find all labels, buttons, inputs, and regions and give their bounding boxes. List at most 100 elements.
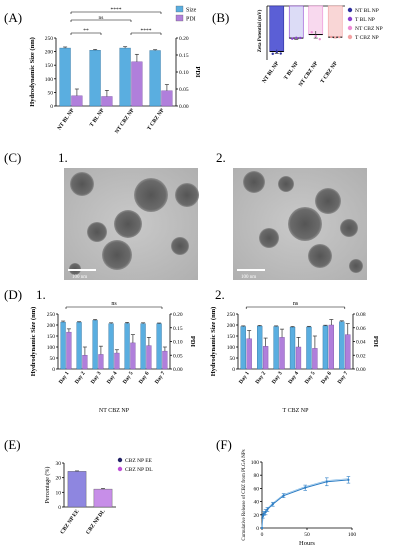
chart-b-legend-marker <box>347 34 353 40</box>
panel-label-d2: 2. <box>215 287 225 302</box>
panel-label-a: (A) <box>4 10 22 25</box>
chart-f-data-point <box>325 480 328 483</box>
chart-a-y2-tick-label: 0.20 <box>179 36 189 42</box>
chart-e-category-label: CBZ NP EE <box>59 508 80 535</box>
chart-b-legend-marker <box>347 7 353 13</box>
panel-label-c1: 1. <box>58 150 68 165</box>
chart-d1-y-tick-label: 0 <box>52 367 55 373</box>
chart-a-y-tick-label: 150 <box>45 63 54 69</box>
chart-d1-pdi-bar <box>130 342 136 370</box>
chart-d1-pdi-bar <box>146 345 152 370</box>
chart-d1-size-bar <box>60 321 66 370</box>
chart-d2-significance-label: ns <box>293 301 299 307</box>
chart-a-significance-label: **** <box>111 7 122 13</box>
chart-a-legend-swatch <box>175 5 184 13</box>
chart-b-data-point <box>291 37 294 40</box>
chart-e-bar <box>67 471 87 508</box>
chart-d1-category-label: Day 7 <box>154 371 167 386</box>
chart-d2-y-tick-label: 250 <box>227 312 236 318</box>
chart-d1-size-bar <box>76 322 82 370</box>
chart-a-y2-label: PDI <box>194 66 201 78</box>
chart-d1-y2-tick-label: 0.20 <box>173 312 183 318</box>
chart-b-zeta-bar <box>269 5 285 52</box>
chart-a-y2-tick-label: 0.00 <box>179 104 189 110</box>
chart-b-legend-label: T BL NP <box>355 17 375 23</box>
chart-a-pdi-bar <box>71 95 83 107</box>
chart-d2-y-tick-label: 0 <box>232 367 235 373</box>
chart-a-size-bar <box>59 47 71 107</box>
chart-d2-category-label: Day 6 <box>320 371 333 386</box>
chart-b-data-point <box>275 50 278 54</box>
chart-a-y2-tick-label: 0.10 <box>179 70 189 76</box>
chart-d1-category-label: Day 2 <box>74 371 87 386</box>
chart-d2-size-bar <box>257 325 263 370</box>
chart-f-y-label: Cumulative Release of CBZ from PLGA NPs <box>242 449 247 540</box>
nanoparticle <box>340 219 358 237</box>
chart-d1-y-tick-label: 250 <box>47 312 56 318</box>
panel-label-d: (D) <box>4 287 22 302</box>
chart-a-y2-tick-label: 0.15 <box>179 53 189 59</box>
chart-b-data-point <box>338 35 341 39</box>
chart-d2-pdi-bar <box>345 334 351 370</box>
chart-d2-y2-tick-label: 0.00 <box>356 367 366 373</box>
chart-e-category-label: CBZ NP DL <box>85 508 107 535</box>
chart-b-data-point <box>314 34 317 38</box>
chart-d2-y2-tick-label: 0.02 <box>356 353 366 359</box>
chart-d2-category-label: Day 1 <box>238 371 251 386</box>
chart-d2-category-label: Day 2 <box>255 371 268 386</box>
chart-d2-size-bar <box>339 321 345 370</box>
panel-label-c2: 2. <box>216 150 226 165</box>
chart-d2-pdi-bar <box>295 346 302 370</box>
chart-d1-size-bar <box>140 323 146 370</box>
chart-f-y-tick-label: 20 <box>254 513 260 519</box>
micrograph-1: 100 nm <box>64 168 199 280</box>
chart-d1-pdi-bar <box>82 355 88 370</box>
nanoparticle <box>87 222 107 242</box>
chart-a-legend-label: PDI <box>186 17 196 23</box>
chart-d2-y2-label: PDI <box>372 336 379 348</box>
micrograph-2: 100 nm <box>233 168 367 280</box>
chart-d2-x-label: T CBZ NP <box>283 408 310 414</box>
chart-d2-category-label: Day 3 <box>271 371 284 386</box>
nanoparticle <box>278 176 294 192</box>
chart-a-y-tick-label: 100 <box>45 77 54 83</box>
chart-b-data-point <box>330 35 333 39</box>
chart-d1-category-label: Day 1 <box>58 371 71 386</box>
nanoparticle <box>114 210 142 238</box>
chart-b-zeta-bar <box>308 5 324 35</box>
chart-a-y-tick-label: 200 <box>45 50 54 56</box>
chart-f-x-label: Hours <box>299 540 315 547</box>
chart-e-y-tick-label: 0 <box>58 505 61 511</box>
chart-b-category-label: T BL NP <box>283 60 300 81</box>
chart-d2-size-bar <box>240 326 246 370</box>
chart-d1-size-bar <box>92 320 98 370</box>
nanoparticle <box>70 172 94 196</box>
chart-a-pdi-bar <box>101 96 113 107</box>
chart-f-data-point <box>271 503 274 506</box>
chart-b-y-label: Zeta Potential (mV) <box>258 9 263 52</box>
chart-f-data-point <box>282 494 285 497</box>
chart-a-significance-label: **** <box>141 28 152 34</box>
chart-d2-y2-tick-label: 0.04 <box>356 340 366 346</box>
chart-b-legend-label: NT CBZ NP <box>355 26 383 32</box>
chart-e-legend-marker <box>117 457 123 463</box>
chart-d1-y2-tick-label: 0.05 <box>173 353 183 359</box>
chart-a-size-bar <box>149 50 161 107</box>
chart-d2-category-label: Day 5 <box>304 371 317 386</box>
chart-d1-significance-label: ns <box>111 301 117 307</box>
nanoparticle <box>134 178 168 212</box>
scale-bar-label-2: 100 nm <box>241 275 256 280</box>
chart-a-legend-swatch <box>175 14 184 22</box>
chart-b-category-label: NT BL NP <box>261 60 280 84</box>
chart-a-category-label: T CBZ NP <box>146 107 166 131</box>
chart-d2-size-bar <box>306 326 312 370</box>
chart-f-y-tick-label: 0 <box>256 526 259 532</box>
chart-d1-y2-label: PDI <box>189 336 196 348</box>
chart-a-category-label: T BL NP <box>89 107 106 128</box>
chart-b-zeta-bar <box>327 5 343 38</box>
chart-d1-size-bar <box>124 323 130 370</box>
chart-f-x-tick-label: 0 <box>261 532 264 538</box>
chart-b-legend-marker <box>347 25 353 31</box>
chart-d1-y2-tick-label: 0.10 <box>173 340 183 346</box>
nanoparticle <box>349 259 363 273</box>
